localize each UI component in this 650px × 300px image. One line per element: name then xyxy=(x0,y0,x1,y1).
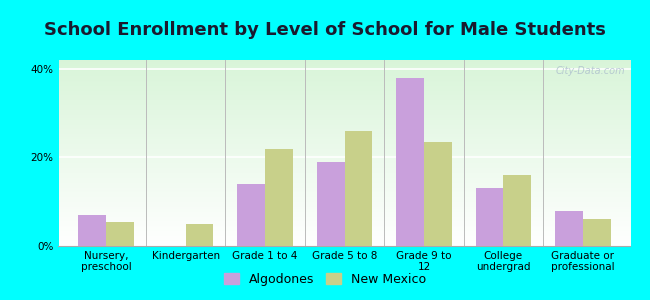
Bar xyxy=(344,131,372,246)
Bar xyxy=(79,215,106,246)
Bar xyxy=(186,224,213,246)
Bar xyxy=(396,78,424,246)
Bar xyxy=(424,142,452,246)
Text: School Enrollment by Level of School for Male Students: School Enrollment by Level of School for… xyxy=(44,21,606,39)
Bar xyxy=(476,188,503,246)
Text: City-Data.com: City-Data.com xyxy=(555,66,625,76)
Legend: Algodones, New Mexico: Algodones, New Mexico xyxy=(218,268,432,291)
Bar xyxy=(237,184,265,246)
Bar xyxy=(503,175,531,246)
Bar xyxy=(317,162,345,246)
Bar xyxy=(583,219,610,246)
Bar xyxy=(555,211,583,246)
Bar xyxy=(106,222,134,246)
Bar xyxy=(265,148,293,246)
